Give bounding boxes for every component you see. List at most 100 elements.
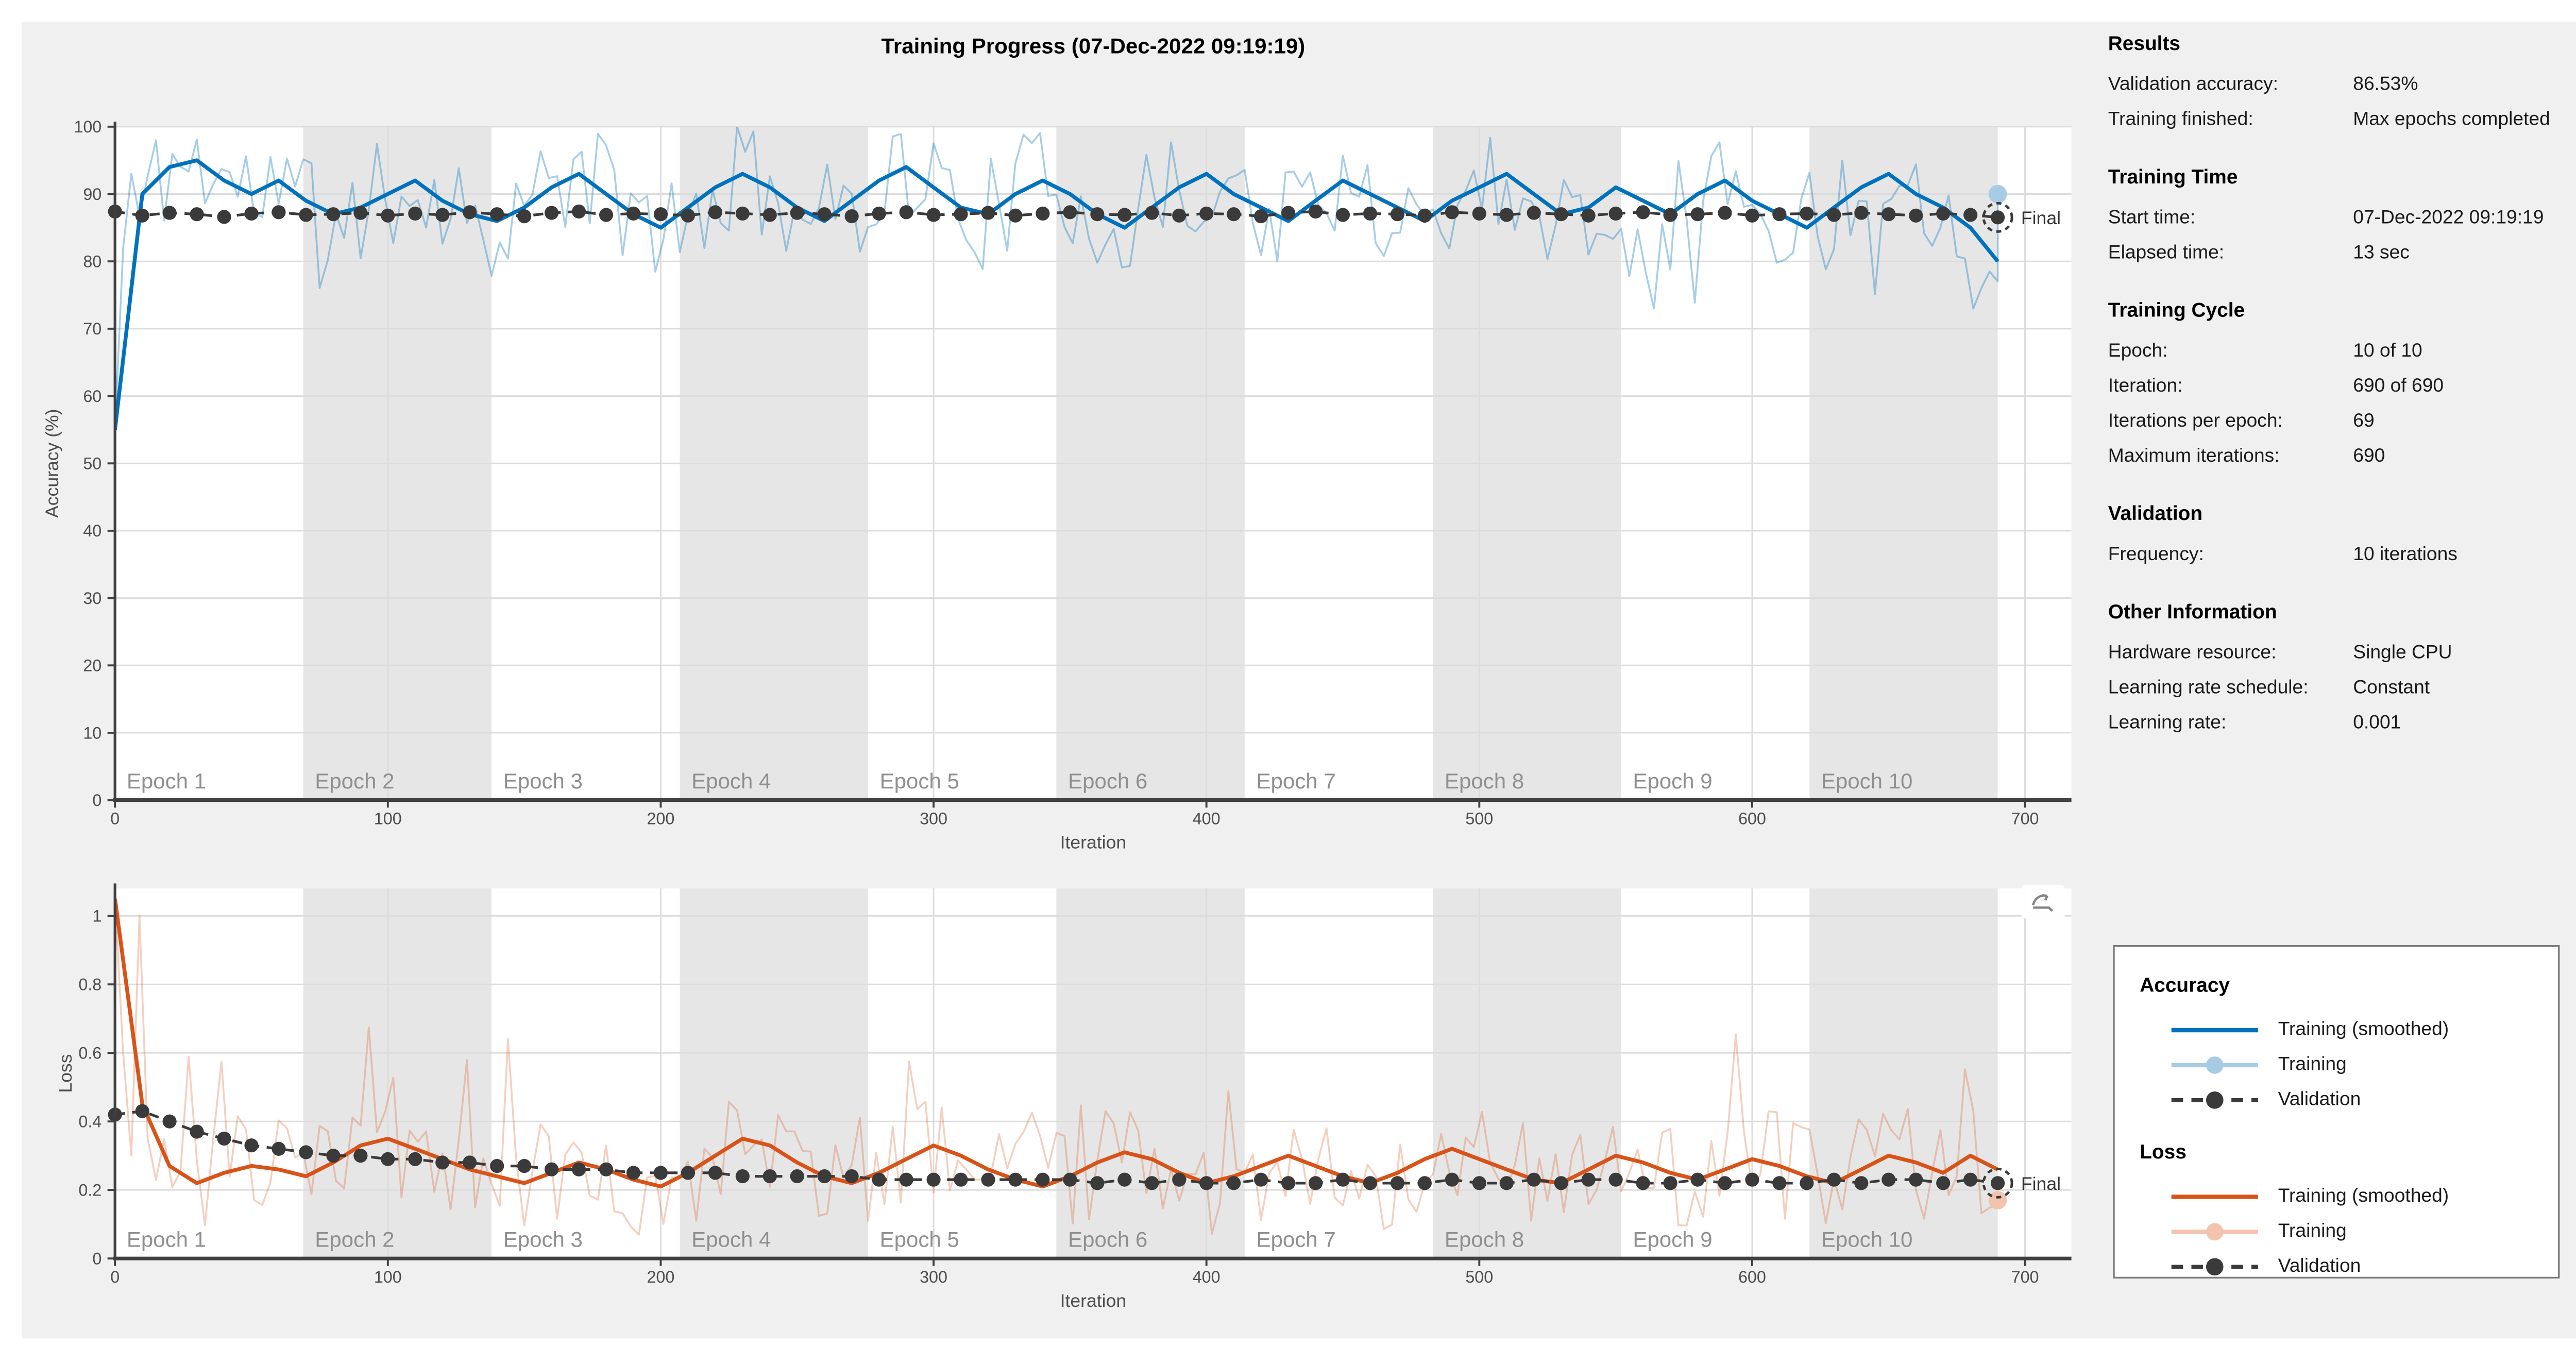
loss-validation-dot	[1063, 1172, 1077, 1187]
info-row: Validation accuracy: 86.53%	[2108, 69, 2576, 104]
section-title: Training Time	[2108, 165, 2238, 189]
accuracy-validation-dot	[517, 209, 532, 224]
loss-x-tick-label: 200	[647, 1268, 674, 1286]
row-value: 07-Dec-2022 09:19:19	[2353, 208, 2544, 229]
loss-validation-dot	[1636, 1176, 1650, 1190]
info-row: Elapsed time: 13 sec	[2108, 237, 2576, 272]
legend-item: Training	[2168, 1214, 2558, 1249]
loss-final-training-marker	[1988, 1191, 2007, 1209]
accuracy-validation-dot	[1581, 208, 1596, 223]
loss-validation-dot	[1117, 1172, 1132, 1187]
row-value: 86.53%	[2353, 75, 2418, 95]
loss-validation-dot	[517, 1159, 532, 1173]
loss-validation-dot	[463, 1155, 477, 1170]
loss-validation-dot	[1417, 1176, 1432, 1190]
loss-epoch-label: Epoch 3	[503, 1227, 583, 1251]
loss-epoch-label: Epoch 9	[1633, 1227, 1712, 1251]
accuracy-validation-dot	[272, 205, 286, 220]
accuracy-x-tick-label: 100	[374, 810, 402, 828]
loss-validation-dot	[1335, 1172, 1350, 1187]
loss-validation-dot	[1499, 1176, 1514, 1190]
loss-validation-dot	[1827, 1172, 1841, 1187]
accuracy-x-tick-label: 700	[2011, 810, 2039, 828]
loss-validation-dot	[1663, 1176, 1677, 1190]
loss-validation-dot	[1008, 1172, 1023, 1187]
loss-validation-dot	[135, 1104, 149, 1118]
accuracy-x-tick-label: 200	[647, 810, 674, 828]
row-value: Max epochs completed	[2353, 110, 2550, 130]
export-plot-button[interactable]	[2021, 885, 2065, 919]
accuracy-epoch-label: Epoch 10	[1821, 769, 1913, 793]
section-other-information: Other Information Hardware resource: Sin…	[2108, 600, 2576, 742]
accuracy-validation-dot	[1363, 206, 1378, 221]
section-results: Results Validation accuracy: 86.53% Trai…	[2108, 31, 2576, 138]
loss-validation-dot	[408, 1152, 422, 1166]
accuracy-x-tick-label: 500	[1465, 810, 1493, 828]
accuracy-epoch-label: Epoch 3	[503, 769, 583, 793]
page-title: Training Progress (07-Dec-2022 09:19:19)	[881, 33, 1306, 59]
accuracy-validation-dot	[1690, 207, 1705, 222]
loss-validation-dot	[1718, 1176, 1732, 1190]
loss-x-tick-label: 0	[110, 1268, 120, 1286]
accuracy-validation-dot	[735, 206, 750, 221]
info-row: Iteration: 690 of 690	[2108, 370, 2576, 405]
row-label: Iterations per epoch:	[2108, 411, 2283, 432]
accuracy-validation-dot	[954, 207, 968, 222]
loss-y-tick-label: 0.2	[78, 1181, 101, 1199]
section-training-cycle: Training Cycle Epoch: 10 of 10 Iteration…	[2108, 298, 2576, 475]
accuracy-validation-dot	[653, 207, 668, 222]
accuracy-validation-dot	[1036, 206, 1050, 221]
loss-epoch-band	[680, 888, 868, 1259]
legend-item: Training (smoothed)	[2168, 1012, 2558, 1047]
accuracy-validation-dot	[1554, 207, 1568, 222]
loss-validation-dot	[1936, 1176, 1951, 1190]
accuracy-validation-dot	[981, 206, 995, 220]
accuracy-y-tick-label: 90	[83, 185, 101, 204]
loss-validation-dot	[1909, 1172, 1923, 1187]
loss-y-tick-label: 0.8	[78, 976, 101, 994]
section-title: Other Information	[2108, 600, 2277, 624]
loss-smoothed-swatch-icon	[2171, 1193, 2258, 1199]
accuracy-validation-line	[114, 210, 1998, 219]
info-row: Hardware resource: Single CPU	[2108, 637, 2576, 672]
loss-validation-dot	[1690, 1172, 1705, 1187]
loss-epoch-label: Epoch 2	[315, 1227, 394, 1251]
accuracy-training-smoothed-line	[115, 158, 1999, 430]
loss-epoch-label: Epoch 10	[1821, 1227, 1913, 1251]
accuracy-validation-dot	[681, 208, 695, 223]
accuracy-validation-dot	[1172, 208, 1187, 223]
loss-validation-dot	[1581, 1172, 1596, 1187]
row-label: Maximum iterations:	[2108, 446, 2280, 467]
accuracy-epoch-label: Epoch 2	[315, 769, 394, 793]
accuracy-plot: Final 0 100 200 300 400 500 600 700 0 10 20 30 40 50 60…	[42, 117, 2072, 852]
accuracy-validation-dot	[381, 208, 395, 223]
loss-validation-dot	[708, 1166, 722, 1180]
loss-epoch-label: Epoch 1	[127, 1227, 206, 1251]
accuracy-epoch-label: Epoch 9	[1633, 769, 1712, 793]
accuracy-validation-dot	[217, 210, 231, 224]
loss-validation-dot	[653, 1166, 668, 1180]
accuracy-validation-dot	[1527, 206, 1541, 220]
legend-group-title-loss: Loss	[2140, 1140, 2187, 1164]
loss-validation-line	[114, 1109, 1998, 1185]
row-value: 69	[2353, 411, 2375, 432]
row-label: Learning rate:	[2108, 713, 2227, 734]
accuracy-validation-dot	[599, 208, 614, 222]
accuracy-training-raw-line	[115, 126, 1999, 430]
loss-validation-dot	[681, 1166, 695, 1180]
loss-validation-dot	[244, 1138, 259, 1153]
section-title: Validation	[2108, 501, 2203, 525]
loss-validation-dot	[1308, 1176, 1323, 1190]
loss-validation-dot	[1390, 1176, 1405, 1190]
loss-validation-dot	[1745, 1172, 1759, 1187]
loss-validation-dot	[1199, 1176, 1214, 1190]
accuracy-validation-dot	[1145, 206, 1159, 220]
accuracy-validation-dot	[1281, 206, 1296, 220]
loss-x-tick-label: 500	[1465, 1268, 1493, 1286]
loss-y-tick-label: 0.6	[78, 1044, 101, 1063]
legend-item: Validation	[2168, 1249, 2558, 1284]
loss-x-tick-label: 100	[374, 1268, 402, 1286]
loss-validation-dot	[1363, 1176, 1378, 1190]
accuracy-smoothed-swatch-icon	[2171, 1027, 2258, 1032]
accuracy-y-axis-label: Accuracy (%)	[42, 409, 62, 518]
